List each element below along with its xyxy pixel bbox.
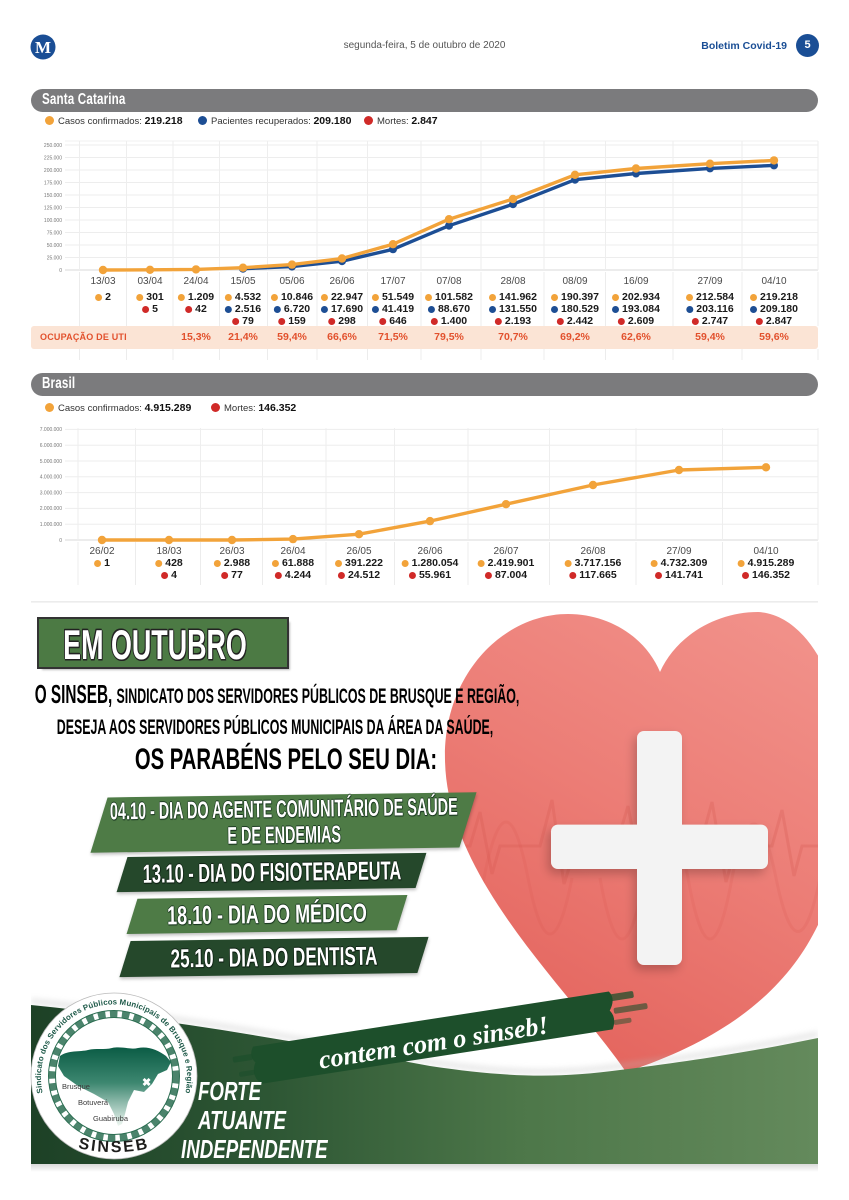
svg-text:150.000: 150.000 bbox=[44, 193, 62, 199]
svg-text:0: 0 bbox=[59, 268, 62, 274]
svg-text:Brusque: Brusque bbox=[62, 1082, 90, 1091]
svg-text:✖: ✖ bbox=[142, 1077, 151, 1089]
svg-text:Guabiruba: Guabiruba bbox=[93, 1114, 129, 1123]
svg-text:250.000: 250.000 bbox=[44, 143, 62, 149]
svg-text:6.000.000: 6.000.000 bbox=[40, 443, 62, 449]
svg-text:50.000: 50.000 bbox=[47, 243, 63, 249]
svg-text:Botuverá: Botuverá bbox=[78, 1098, 109, 1107]
svg-text:225.000: 225.000 bbox=[44, 155, 62, 161]
svg-text:0: 0 bbox=[59, 538, 62, 544]
svg-text:2.000.000: 2.000.000 bbox=[40, 506, 62, 512]
svg-text:M: M bbox=[35, 38, 51, 57]
svg-text:3.000.000: 3.000.000 bbox=[40, 490, 62, 496]
svg-text:4.000.000: 4.000.000 bbox=[40, 475, 62, 481]
svg-text:5.000.000: 5.000.000 bbox=[40, 459, 62, 465]
svg-text:25.000: 25.000 bbox=[47, 255, 63, 261]
svg-text:75.000: 75.000 bbox=[47, 230, 63, 236]
svg-text:175.000: 175.000 bbox=[44, 180, 62, 186]
svg-text:125.000: 125.000 bbox=[44, 205, 62, 211]
svg-text:SINSEB: SINSEB bbox=[77, 1135, 151, 1156]
svg-text:7.000.000: 7.000.000 bbox=[40, 427, 62, 433]
svg-text:1.000.000: 1.000.000 bbox=[40, 522, 62, 528]
svg-text:100.000: 100.000 bbox=[44, 218, 62, 224]
svg-text:200.000: 200.000 bbox=[44, 168, 62, 174]
